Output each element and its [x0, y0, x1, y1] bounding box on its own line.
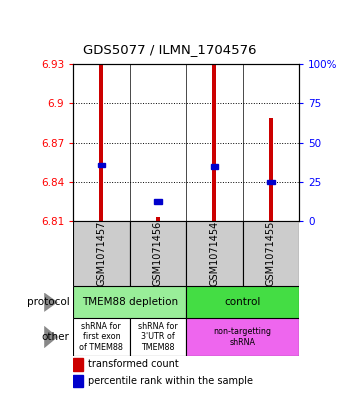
Polygon shape — [44, 326, 58, 348]
Text: shRNA for
first exon
of TMEM88: shRNA for first exon of TMEM88 — [80, 322, 123, 352]
Text: GDS5077 / ILMN_1704576: GDS5077 / ILMN_1704576 — [83, 43, 257, 56]
Bar — [156, 217, 160, 221]
Text: other: other — [42, 332, 70, 342]
Bar — [211, 164, 218, 169]
Polygon shape — [44, 292, 58, 312]
Bar — [243, 221, 299, 286]
Bar — [269, 118, 273, 221]
Bar — [267, 180, 275, 184]
Text: protocol: protocol — [27, 297, 70, 307]
Text: percentile rank within the sample: percentile rank within the sample — [88, 376, 253, 386]
Bar — [98, 163, 105, 167]
Text: GSM1071456: GSM1071456 — [153, 221, 163, 286]
Bar — [130, 318, 186, 356]
Bar — [73, 358, 83, 371]
Bar — [186, 221, 243, 286]
Bar — [73, 318, 130, 356]
Bar — [186, 318, 299, 356]
Text: shRNA for
3'UTR of
TMEM88: shRNA for 3'UTR of TMEM88 — [138, 322, 178, 352]
Bar — [73, 221, 130, 286]
Bar — [99, 61, 103, 221]
Text: control: control — [224, 297, 261, 307]
Text: transformed count: transformed count — [88, 359, 178, 369]
Text: TMEM88 depletion: TMEM88 depletion — [82, 297, 178, 307]
Bar — [130, 221, 186, 286]
Bar — [73, 286, 186, 318]
Bar — [73, 375, 83, 387]
Bar — [186, 286, 299, 318]
Text: GSM1071457: GSM1071457 — [96, 221, 106, 286]
Text: GSM1071454: GSM1071454 — [209, 221, 219, 286]
Text: non-targetting
shRNA: non-targetting shRNA — [214, 327, 272, 347]
Bar — [154, 199, 162, 204]
Text: GSM1071455: GSM1071455 — [266, 221, 276, 286]
Bar — [212, 61, 216, 221]
